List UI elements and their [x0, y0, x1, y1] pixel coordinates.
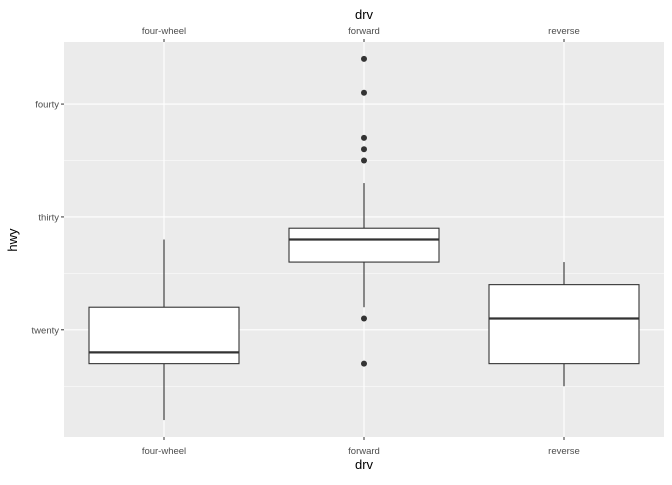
x-axis-title: drv	[355, 457, 374, 472]
y-tick-label: thirty	[38, 212, 59, 223]
x-tick-label-top: forward	[348, 26, 380, 37]
outlier-point	[361, 360, 367, 367]
outlier-point	[361, 134, 367, 141]
box-reverse	[488, 284, 640, 365]
x-tick-label: forward	[348, 446, 380, 457]
outlier-point	[361, 146, 367, 153]
outlier-point	[361, 315, 367, 322]
x-axis-title-top: drv	[355, 7, 374, 22]
y-tick-label: fourty	[35, 100, 59, 111]
box-forward	[288, 227, 440, 263]
box-four-wheel	[88, 306, 240, 365]
x-tick-label-top: reverse	[548, 26, 580, 37]
x-tick-label: reverse	[548, 446, 580, 457]
y-axis-title: hwy	[5, 228, 20, 252]
outlier-point	[361, 55, 367, 62]
x-tick-label: four-wheel	[142, 446, 186, 457]
outlier-point	[361, 89, 367, 96]
x-tick-label-top: four-wheel	[142, 26, 186, 37]
y-tick-label: twenty	[32, 325, 60, 336]
outlier-point	[361, 157, 367, 164]
